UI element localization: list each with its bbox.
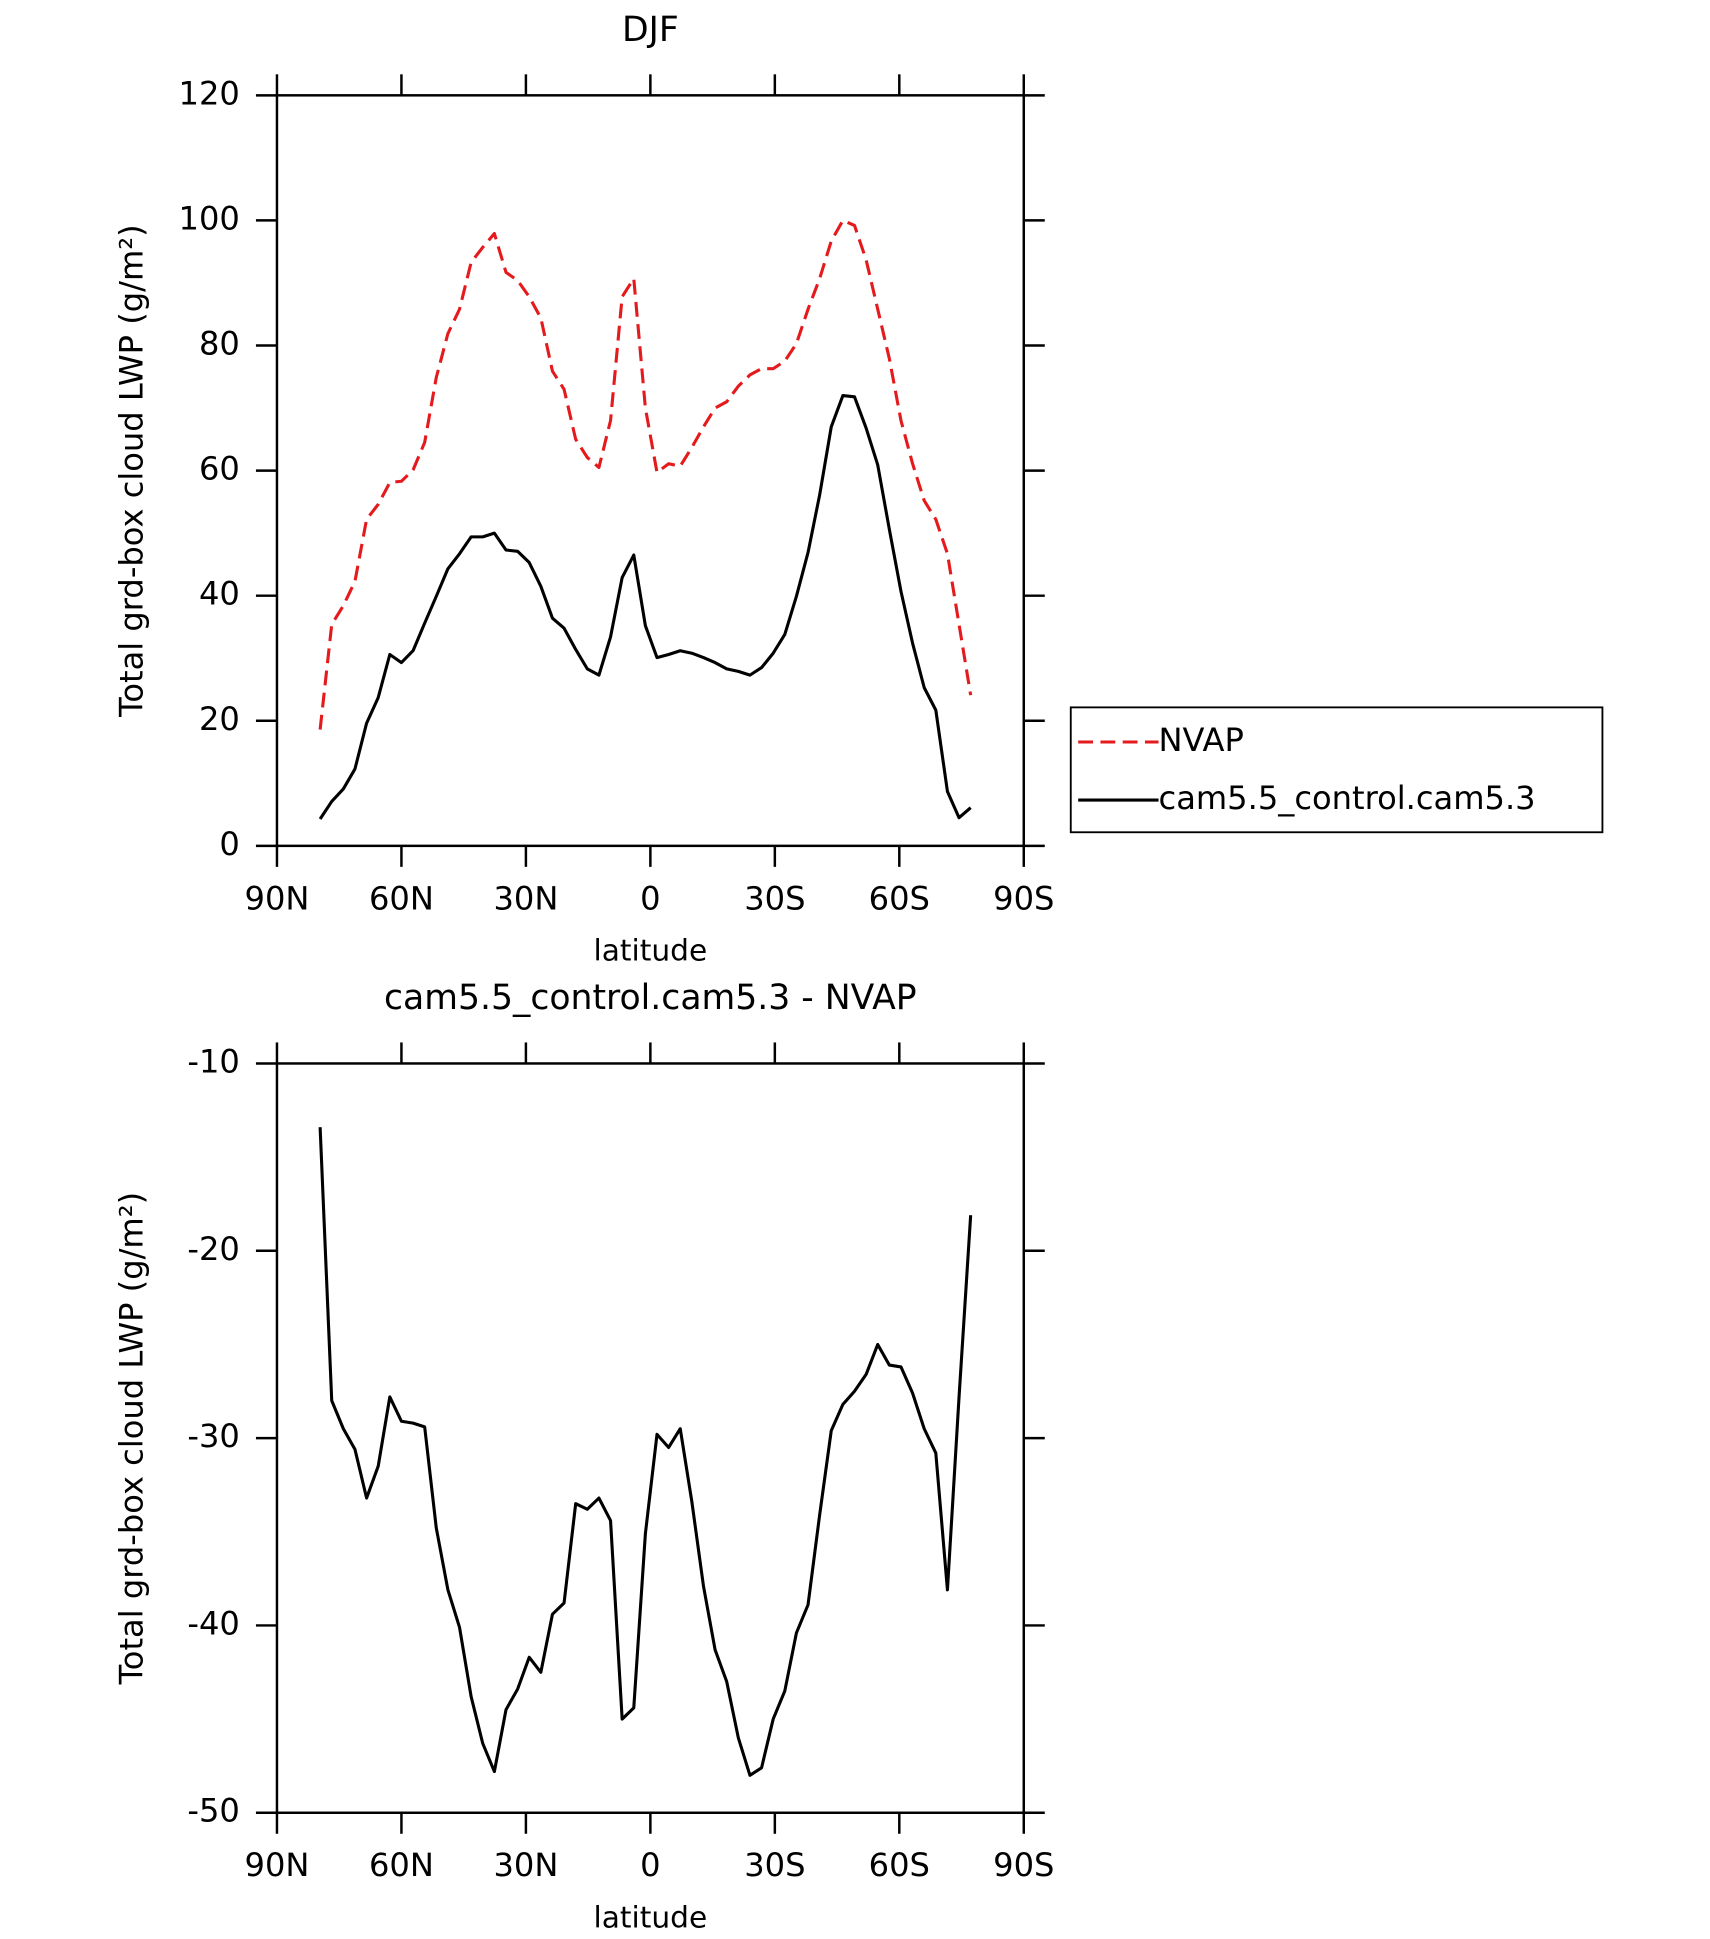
legend-label: NVAP [1159,721,1244,759]
y-tick-label: -30 [187,1417,239,1455]
series-line [318,218,973,730]
y-axis-label: Total grd-box cloud LWP (g/m²) [113,224,151,718]
y-tick-label: -10 [187,1042,239,1080]
legend-box [1069,706,1604,834]
x-axis-label: latitude [593,1900,707,1935]
y-tick-label: 100 [179,199,240,237]
x-tick-label: 60N [369,1846,434,1884]
x-tick-label: 30S [744,879,805,917]
x-tick-label: 60N [369,879,434,917]
y-tick-label: 120 [179,74,240,112]
chart-title: DJF [622,10,679,50]
y-tick-label: 80 [199,325,240,363]
y-tick-label: 20 [199,700,240,738]
x-tick-label: 60S [869,1846,930,1884]
x-tick-label: 60S [869,879,930,917]
y-tick-label: -40 [187,1604,239,1642]
y-axis-label: Total grd-box cloud LWP (g/m²) [113,1192,151,1686]
x-tick-label: 0 [640,1846,660,1884]
x-tick-label: 90S [993,879,1054,917]
series-line [318,1127,973,1777]
legend-label: cam5.5_control.cam5.3 [1159,779,1536,817]
x-tick-label: 30N [493,879,558,917]
x-tick-label: 90N [245,1846,310,1884]
x-tick-label: 30N [493,1846,558,1884]
plot-frame [275,1062,1026,1814]
y-tick-label: 40 [199,575,240,613]
x-tick-label: 90N [245,879,310,917]
y-tick-label: 0 [219,825,239,863]
x-tick-label: 90S [993,1846,1054,1884]
chart-title: cam5.5_control.cam5.3 - NVAP [384,978,917,1018]
x-tick-label: 30S [744,1846,805,1884]
series-line [318,393,972,820]
x-axis-label: latitude [593,933,707,968]
y-tick-label: -50 [187,1792,239,1830]
plot-frame [275,94,1026,848]
y-tick-label: -20 [187,1230,239,1268]
y-tick-label: 60 [199,450,240,488]
x-tick-label: 0 [640,879,660,917]
